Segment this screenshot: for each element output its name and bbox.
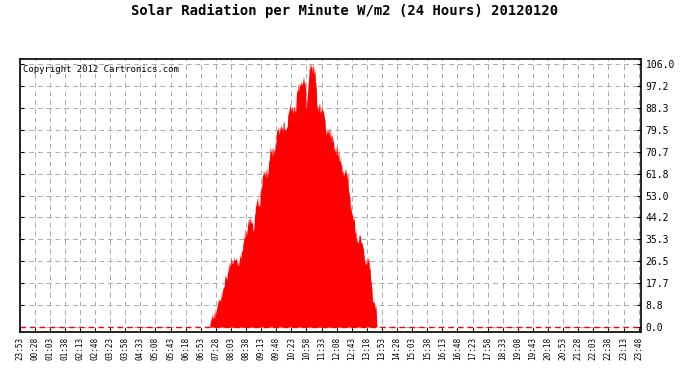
Text: Solar Radiation per Minute W/m2 (24 Hours) 20120120: Solar Radiation per Minute W/m2 (24 Hour… (131, 4, 559, 18)
Text: Copyright 2012 Cartronics.com: Copyright 2012 Cartronics.com (23, 64, 179, 74)
